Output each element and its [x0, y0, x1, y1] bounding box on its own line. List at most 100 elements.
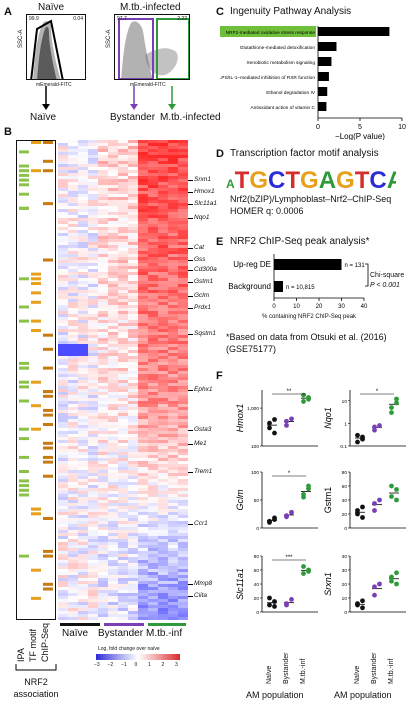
heatmap-cell [88, 542, 99, 546]
motif-letter: T [235, 167, 250, 192]
heatmap-cell [158, 545, 169, 549]
scatter-point [394, 396, 399, 402]
heatmap-cell [68, 593, 79, 597]
heatmap-cell [178, 500, 189, 504]
heatmap-cell [98, 281, 109, 285]
infected-right-pct: 2.22 [177, 16, 187, 22]
heatmap-cell [58, 389, 69, 393]
heatmap-cell [88, 164, 99, 168]
heatmap-cell [98, 152, 109, 156]
heatmap-cell [128, 344, 139, 348]
heatmap-cell [88, 425, 99, 429]
heatmap-cell [118, 347, 129, 351]
heatmap-cell [118, 206, 129, 210]
heatmap-cell [68, 296, 79, 300]
heatmap-cell [178, 344, 189, 348]
heatmap-cell [58, 575, 69, 579]
heatmap-cell [158, 398, 169, 402]
heatmap-cell [138, 275, 149, 279]
heatmap-cell [58, 560, 69, 564]
heatmap-cell [68, 218, 79, 222]
heatmap-cell [88, 587, 99, 591]
heatmap-cell [88, 392, 99, 396]
heatmap-cell [138, 185, 149, 189]
heatmap-cell [168, 329, 179, 333]
heatmap-cell [138, 572, 149, 576]
heatmap-cell [168, 215, 179, 219]
heatmap-cell [138, 521, 149, 525]
heatmap-cell [58, 236, 69, 240]
heatmap-cell [98, 362, 109, 366]
heatmap-cell [168, 185, 179, 189]
heatmap-cell [108, 266, 119, 270]
heatmap-cell [98, 383, 109, 387]
heatmap-cell [88, 506, 99, 510]
heatmap-cell [148, 614, 159, 618]
heatmap-cell [158, 203, 169, 207]
heatmap-cell [128, 398, 139, 402]
heatmap-cell [68, 617, 79, 621]
heatmap-cell [118, 590, 129, 594]
heatmap-cell [138, 593, 149, 597]
heatmap-cell [168, 428, 179, 432]
group-label-infected: M.tb.-inf [146, 628, 183, 639]
heatmap-cell [78, 458, 89, 462]
heatmap-cell [128, 545, 139, 549]
heatmap-cell [108, 476, 119, 480]
heatmap-cell [88, 437, 99, 441]
heatmap-cell [58, 368, 69, 372]
heatmap-cell [58, 176, 69, 180]
heatmap-cell [168, 440, 179, 444]
heatmap-cell [168, 200, 179, 204]
heatmap-cell [128, 164, 139, 168]
heatmap-cell [68, 377, 79, 381]
heatmap-cell [158, 350, 169, 354]
heatmap-cell [118, 446, 129, 450]
heatmap-cell [58, 191, 69, 195]
heatmap-cell [108, 386, 119, 390]
heatmap-cell [88, 281, 99, 285]
legend-tick: −3 [94, 662, 100, 668]
heatmap-cell [88, 536, 99, 540]
heatmap-cell [118, 509, 129, 513]
heatmap-cell [68, 308, 79, 312]
heatmap-cell [68, 524, 79, 528]
heatmap-cell [178, 599, 189, 603]
heatmap-cell [98, 434, 109, 438]
heatmap-cell [138, 419, 149, 423]
heatmap-cell [158, 515, 169, 519]
heatmap-cell [138, 221, 149, 225]
heatmap-cell [58, 488, 69, 492]
heatmap-cell [168, 233, 179, 237]
heatmap-cell [78, 503, 89, 507]
heatmap-cell [168, 227, 179, 231]
heatmap-cell [138, 233, 149, 237]
heatmap-cell [88, 299, 99, 303]
heatmap-cell [98, 569, 109, 573]
heatmap-cell [148, 500, 159, 504]
heatmap-cell [118, 254, 129, 258]
heatmap-cell [148, 443, 159, 447]
heatmap-cell [168, 437, 179, 441]
heatmap-cell [138, 527, 149, 531]
heatmap-cell [128, 314, 139, 318]
heatmap-cell [118, 488, 129, 492]
heatmap-cell [108, 254, 119, 258]
heatmap-cell [168, 173, 179, 177]
heatmap-cell [68, 386, 79, 390]
heatmap-cell [178, 293, 189, 297]
heatmap-cell [118, 473, 129, 477]
heatmap-cell [118, 485, 129, 489]
heatmap-cell [138, 269, 149, 273]
association-mark [43, 474, 53, 478]
heatmap-cell [68, 311, 79, 315]
heatmap-cell [118, 248, 129, 252]
heatmap-cell [98, 377, 109, 381]
heatmap-cell [128, 452, 139, 456]
heatmap-cell [118, 359, 129, 363]
heatmap-cell [68, 341, 79, 345]
heatmap-cell [178, 239, 189, 243]
heatmap-cell [168, 590, 179, 594]
heatmap-cell [68, 614, 79, 618]
heatmap-cell [118, 398, 129, 402]
